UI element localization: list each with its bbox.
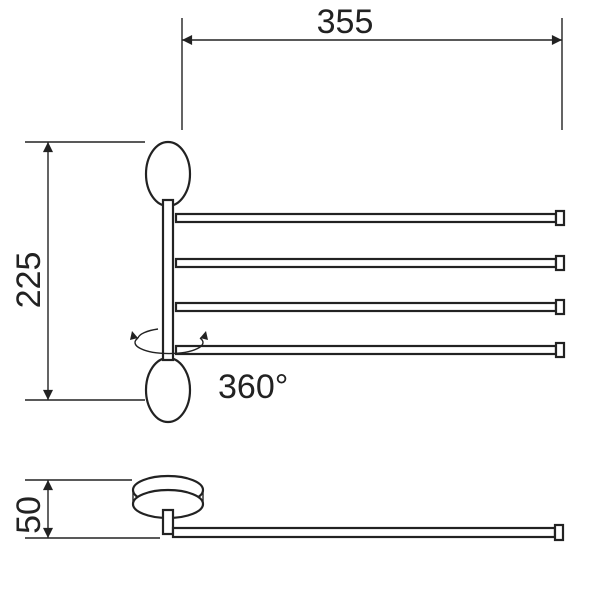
vertical-shaft bbox=[163, 200, 173, 360]
mount-top bbox=[146, 142, 190, 206]
arm-cap-3 bbox=[556, 300, 564, 314]
dim-height-label: 225 bbox=[10, 252, 48, 309]
dimension-width: 355 bbox=[182, 3, 562, 130]
top-view bbox=[133, 476, 563, 540]
rotation-label: 360° bbox=[218, 368, 288, 406]
mount-bottom bbox=[146, 358, 190, 422]
arm-top-view bbox=[173, 528, 555, 537]
dimension-drawing: 355 225 360° bbox=[0, 0, 600, 600]
arm-3 bbox=[176, 300, 564, 314]
arm-4 bbox=[176, 343, 564, 357]
arm-cap-2 bbox=[556, 256, 564, 270]
dim-depth-label: 50 bbox=[10, 496, 48, 534]
front-view: 360° bbox=[130, 142, 564, 422]
arm-cap-top-view bbox=[555, 525, 563, 540]
stem-top-view bbox=[163, 510, 173, 534]
arm-cap-4 bbox=[556, 343, 564, 357]
arm-cap-1 bbox=[556, 211, 564, 225]
dim-width-label: 355 bbox=[317, 3, 374, 41]
dimension-height: 225 bbox=[10, 142, 145, 400]
arm-1 bbox=[176, 211, 564, 225]
arm-2 bbox=[176, 256, 564, 270]
